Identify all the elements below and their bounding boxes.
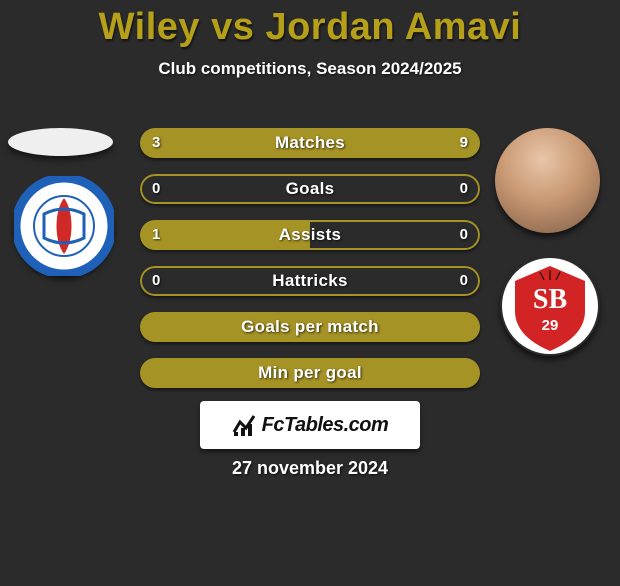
stat-row: Hattricks0 0 — [140, 266, 480, 296]
stat-row: Min per goal — [140, 358, 480, 388]
club-crest-right: SB 29 — [500, 256, 600, 356]
stat-row: Goals per match — [140, 312, 480, 342]
player-right-avatar — [495, 128, 600, 233]
comparison-subtitle: Club competitions, Season 2024/2025 — [0, 59, 620, 79]
stat-value-right: 0 — [460, 220, 468, 250]
stat-label: Goals — [140, 174, 480, 204]
stats-panel: Matches39Goals00Assists10Hattricks00Goal… — [140, 128, 480, 404]
chart-icon — [232, 412, 258, 438]
stat-label: Min per goal — [140, 358, 480, 388]
stat-value-right: 0 — [460, 266, 468, 296]
stat-value-left: 0 — [152, 266, 160, 296]
svg-text:SB: SB — [533, 284, 567, 315]
stat-value-left: 3 — [152, 128, 160, 158]
snapshot-date: 27 november 2024 — [0, 458, 620, 479]
stat-value-left: 1 — [152, 220, 160, 250]
stat-row: Assists1 0 — [140, 220, 480, 250]
stat-label: Hattricks — [140, 266, 480, 296]
stat-value-left: 0 — [152, 174, 160, 204]
stat-value-right: 0 — [460, 174, 468, 204]
svg-text:29: 29 — [542, 317, 559, 334]
club-crest-left — [14, 176, 114, 276]
comparison-title: Wiley vs Jordan Amavi — [0, 6, 620, 49]
player-left-avatar — [8, 128, 113, 156]
stat-label: Assists — [140, 220, 480, 250]
stat-label: Goals per match — [140, 312, 480, 342]
stat-row: Goals0 0 — [140, 174, 480, 204]
branding-box: FcTables.com — [200, 401, 420, 449]
stat-label: Matches — [140, 128, 480, 158]
stat-value-right: 9 — [460, 128, 468, 158]
branding-text: FcTables.com — [262, 414, 389, 437]
stat-row: Matches3 9 — [140, 128, 480, 158]
